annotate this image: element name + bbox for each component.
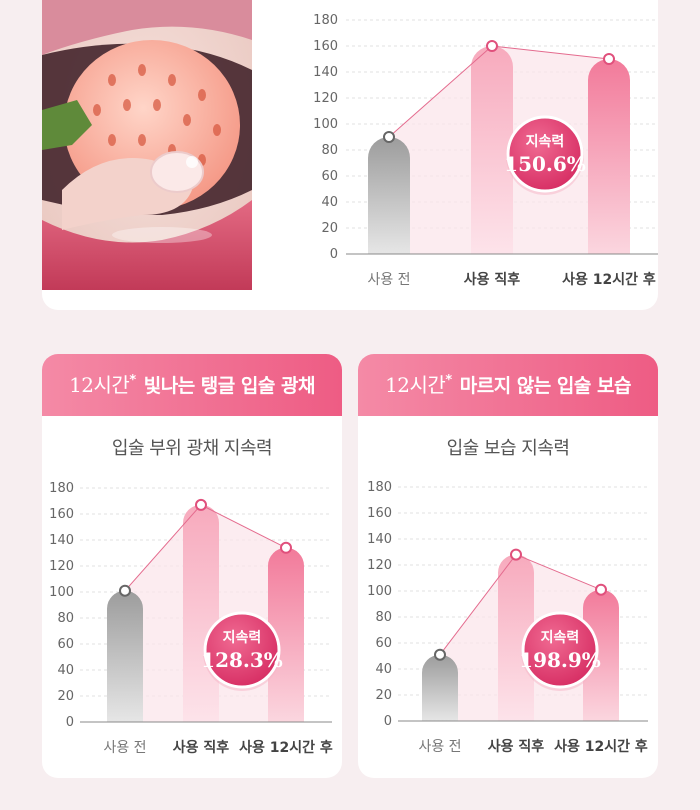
y-tick-label: 0: [66, 715, 74, 730]
y-tick-label: 160: [313, 39, 338, 54]
data-point: [434, 648, 446, 661]
data-point: [383, 131, 395, 143]
x-category-label: 사용 전: [103, 740, 146, 756]
y-tick-label: 100: [313, 117, 338, 132]
data-point: [280, 541, 292, 554]
header-text: 빛나는 탱글 입술 광채: [137, 375, 316, 397]
y-tick-label: 40: [375, 662, 392, 677]
y-tick-label: 120: [49, 559, 74, 574]
header-num: 12시간: [69, 373, 130, 397]
x-category-label: 사용 전: [367, 272, 410, 288]
y-tick-label: 180: [49, 481, 74, 496]
shine-chart: 0 20 40 60 80 100 120 140 160 180 사용 전 사용 직후 사용 12시간…: [49, 481, 333, 756]
data-point: [595, 583, 607, 596]
badge-value: 150.6%: [504, 152, 586, 176]
x-category-label: 사용 12시간 후: [562, 271, 656, 288]
bar-1: [368, 137, 410, 254]
y-tick-label: 80: [321, 143, 338, 158]
x-category-label: 사용 직후: [464, 271, 521, 288]
data-point: [195, 498, 207, 511]
duration-badge: [506, 115, 584, 193]
card-header: 12시간* 빛나는 탱글 입술 광채: [42, 354, 342, 416]
card-subtitle: 입술 보습 지속력: [446, 438, 570, 459]
bar-3: [588, 59, 630, 254]
y-tick-label: 100: [49, 585, 74, 600]
y-tick-label: 180: [313, 13, 338, 28]
y-tick-label: 40: [57, 663, 74, 678]
bar-1: [422, 654, 458, 721]
y-tick-label: 120: [313, 91, 338, 106]
data-point: [603, 53, 615, 65]
card-subtitle: 입술 부위 광채 지속력: [111, 438, 273, 459]
y-tick-label: 160: [367, 506, 392, 521]
duration-badge: [521, 611, 599, 689]
data-point: [510, 548, 522, 561]
y-tick-label: 60: [57, 637, 74, 652]
y-tick-label: 60: [375, 636, 392, 651]
y-tick-label: 20: [375, 688, 392, 703]
moisture-chart: 0 20 40 60 80 100 120 140 160 180 사용 전 사용 직후 사용 12시간…: [367, 480, 648, 755]
x-category-label: 사용 전: [418, 739, 461, 755]
bar-2: [498, 554, 534, 721]
top-chart-card: 0 20 40 60 80 100 120 140 160 180 사용 전 사용 직후 사용 12시간…: [42, 0, 658, 310]
badge-value: 128.3%: [201, 648, 283, 672]
y-tick-label: 100: [367, 584, 392, 599]
badge-value: 198.9%: [519, 648, 601, 672]
data-point: [119, 584, 131, 597]
x-category-label: 사용 직후: [488, 738, 545, 755]
y-tick-label: 0: [330, 247, 338, 262]
header-star: *: [129, 373, 136, 388]
badge-label: 지속력: [541, 630, 580, 646]
y-tick-label: 0: [384, 714, 392, 729]
lip-moisture-card: 12시간* 마르지 않는 입술 보습 입술 보습 지속력 0 20 40 60 80 10…: [358, 354, 658, 778]
bar-1: [107, 590, 143, 722]
y-tick-label: 180: [367, 480, 392, 495]
x-category-label: 사용 직후: [173, 739, 230, 756]
y-tick-label: 160: [49, 507, 74, 522]
header-text: 마르지 않는 입술 보습: [453, 375, 632, 397]
bar-2: [183, 504, 219, 722]
y-tick-label: 20: [321, 221, 338, 236]
y-tick-label: 80: [375, 610, 392, 625]
card-header: 12시간* 마르지 않는 입술 보습: [358, 354, 658, 416]
bar-2: [471, 46, 513, 254]
y-tick-label: 120: [367, 558, 392, 573]
product-photo: [42, 0, 252, 290]
y-tick-label: 40: [321, 195, 338, 210]
bar-3: [583, 589, 619, 721]
lip-shine-card: 12시간* 빛나는 탱글 입술 광채 입술 부위 광채 지속력 0 20 40 60 8…: [42, 354, 342, 778]
y-tick-label: 60: [321, 169, 338, 184]
bar-3: [268, 547, 304, 722]
y-tick-label: 140: [49, 533, 74, 548]
x-category-label: 사용 12시간 후: [239, 739, 333, 756]
badge-label: 지속력: [223, 630, 262, 646]
top-chart: 0 20 40 60 80 100 120 140 160 180 사용 전 사용 직후 사용 12시간…: [313, 13, 658, 288]
y-tick-label: 80: [57, 611, 74, 626]
y-tick-label: 140: [313, 65, 338, 80]
data-point: [486, 40, 498, 52]
header-num: 12시간: [385, 373, 446, 397]
header-star: *: [445, 373, 452, 388]
y-tick-label: 140: [367, 532, 392, 547]
x-category-label: 사용 12시간 후: [554, 738, 648, 755]
badge-label: 지속력: [526, 134, 565, 150]
y-tick-label: 20: [57, 689, 74, 704]
duration-badge: [203, 611, 281, 689]
